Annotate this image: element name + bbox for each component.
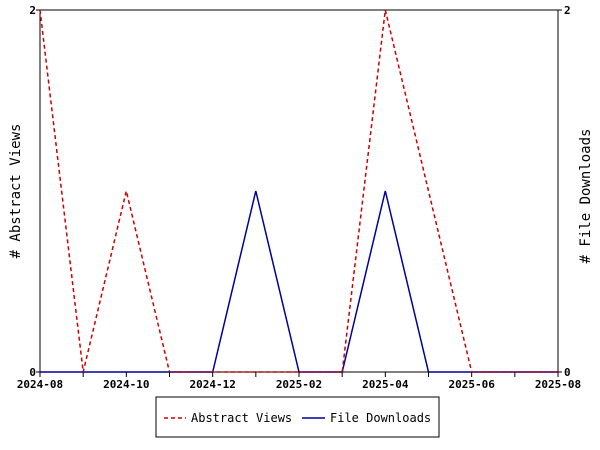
legend-label-abstract-views: Abstract Views — [191, 411, 292, 425]
legend-label-file-downloads: File Downloads — [330, 411, 431, 425]
legend-box — [155, 396, 440, 438]
x-tick-label: 2025-06 — [448, 378, 495, 391]
plot-area — [39, 9, 559, 373]
y-axis-title: # Abstract Views — [8, 124, 24, 259]
x-tick-label: 2024-08 — [17, 378, 63, 391]
x-tick-label: 2025-08 — [535, 378, 581, 391]
y2-axis-title: # File Downloads — [578, 129, 594, 264]
legend: Abstract Views File Downloads — [155, 396, 440, 438]
x-tick-label: 2025-04 — [362, 378, 409, 391]
x-tick-label: 2025-02 — [276, 378, 322, 391]
y2-tick-label: 2 — [564, 4, 571, 17]
x-tick-label: 2024-10 — [103, 378, 149, 391]
y-tick-label: 0 — [29, 366, 36, 379]
y-tick-label: 2 — [29, 4, 36, 17]
x-tick-label: 2024-12 — [189, 378, 235, 391]
y2-tick-label: 0 — [564, 366, 571, 379]
